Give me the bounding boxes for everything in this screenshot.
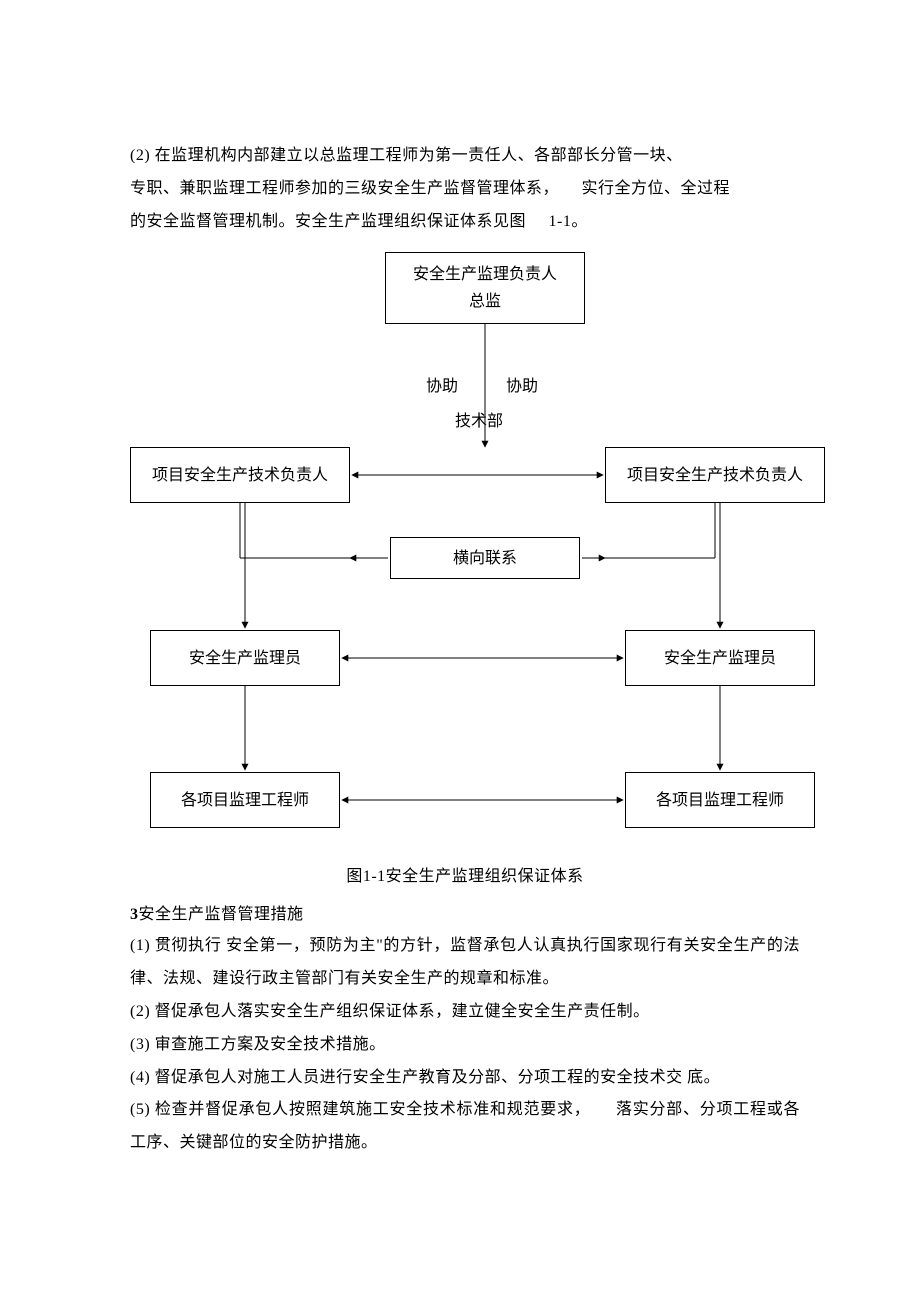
node-supervisor-right-label: 安全生产监理员 bbox=[664, 645, 776, 672]
node-top: 安全生产监理负责人 总监 bbox=[385, 252, 585, 324]
figure-caption: 图1-1安全生产监理组织保证体系 bbox=[130, 862, 800, 886]
measure-4: (4) 督促承包人对施工人员进行安全生产教育及分部、分项工程的安全技术交 底。 bbox=[130, 1062, 800, 1095]
edge-label-tech: 技术部 bbox=[455, 407, 503, 431]
measure-5: (5) 检查并督促承包人按照建筑施工安全技术标准和规范要求， 落实分部、分项工程… bbox=[130, 1094, 800, 1160]
intro-line2a: 专职、兼职监理工程师参加的三级安全生产监督管理体系， bbox=[130, 180, 559, 197]
node-supervisor-left-label: 安全生产监理员 bbox=[189, 645, 301, 672]
measure-4-no: (4) bbox=[130, 1069, 150, 1086]
edge-label-assist-right: 协助 bbox=[506, 372, 538, 396]
measure-2: (2) 督促承包人落实安全生产组织保证体系，建立健全安全生产责任制。 bbox=[130, 996, 800, 1029]
measure-2-text: 督促承包人落实安全生产组织保证体系，建立健全安全生产责任制。 bbox=[155, 1003, 650, 1020]
intro-line3b: 1-1。 bbox=[549, 213, 588, 230]
intro-line1: 在监理机构内部建立以总监理工程师为第一责任人、各部部长分管一块、 bbox=[155, 147, 683, 164]
intro-line3: 的安全监督管理机制。安全生产监理组织保证体系见图 1-1。 bbox=[130, 206, 800, 239]
section-heading: 3安全生产监督管理措施 bbox=[130, 900, 800, 924]
measure-3: (3) 审查施工方案及安全技术措施。 bbox=[130, 1029, 800, 1062]
node-top-line2: 总监 bbox=[469, 288, 501, 315]
node-lateral-label-text: 横向联系 bbox=[453, 545, 517, 572]
node-engineer-right: 各项目监理工程师 bbox=[625, 772, 815, 828]
intro-line2b: 实行全方位、全过程 bbox=[582, 180, 731, 197]
section-title: 安全生产监督管理措施 bbox=[139, 906, 304, 923]
measure-5-text: 检查并督促承包人按照建筑施工安全技术标准和规范要求， 落实分部、分项工程或各工序… bbox=[130, 1101, 800, 1151]
node-mid-left-label: 项目安全生产技术负责人 bbox=[152, 462, 328, 489]
node-supervisor-right: 安全生产监理员 bbox=[625, 630, 815, 686]
measure-4-text: 督促承包人对施工人员进行安全生产教育及分部、分项工程的安全技术交 底。 bbox=[155, 1069, 721, 1086]
intro-line3a: 的安全监督管理机制。安全生产监理组织保证体系见图 bbox=[130, 213, 526, 230]
org-flowchart: 安全生产监理负责人 总监 项目安全生产技术负责人 项目安全生产技术负责人 横向联… bbox=[130, 252, 810, 852]
node-mid-right-label: 项目安全生产技术负责人 bbox=[627, 462, 803, 489]
measure-1: (1) 贯彻执行 安全第一，预防为主"的方针，监督承包人认真执行国家现行有关安全… bbox=[130, 930, 800, 996]
intro-line2: 专职、兼职监理工程师参加的三级安全生产监督管理体系， 实行全方位、全过程 bbox=[130, 173, 800, 206]
intro-item-no: (2) bbox=[130, 147, 150, 164]
node-mid-left: 项目安全生产技术负责人 bbox=[130, 447, 350, 503]
node-mid-right: 项目安全生产技术负责人 bbox=[605, 447, 825, 503]
node-top-line1: 安全生产监理负责人 bbox=[413, 261, 557, 288]
section-number: 3 bbox=[130, 906, 139, 923]
node-engineer-left: 各项目监理工程师 bbox=[150, 772, 340, 828]
measure-1-no: (1) bbox=[130, 937, 150, 954]
measure-1-text: 贯彻执行 安全第一，预防为主"的方针，监督承包人认真执行国家现行有关安全生产的法… bbox=[130, 937, 800, 987]
measure-2-no: (2) bbox=[130, 1003, 150, 1020]
edge-label-assist-left: 协助 bbox=[426, 372, 458, 396]
node-engineer-right-label: 各项目监理工程师 bbox=[656, 787, 784, 814]
node-supervisor-left: 安全生产监理员 bbox=[150, 630, 340, 686]
document-page: (2) 在监理机构内部建立以总监理工程师为第一责任人、各部部长分管一块、 专职、… bbox=[0, 0, 920, 1303]
node-lateral-label: 横向联系 bbox=[390, 537, 580, 579]
measure-3-no: (3) bbox=[130, 1036, 150, 1053]
measure-3-text: 审查施工方案及安全技术措施。 bbox=[155, 1036, 386, 1053]
measure-5-no: (5) bbox=[130, 1101, 150, 1118]
node-engineer-left-label: 各项目监理工程师 bbox=[181, 787, 309, 814]
intro-paragraph: (2) 在监理机构内部建立以总监理工程师为第一责任人、各部部长分管一块、 bbox=[130, 140, 800, 173]
